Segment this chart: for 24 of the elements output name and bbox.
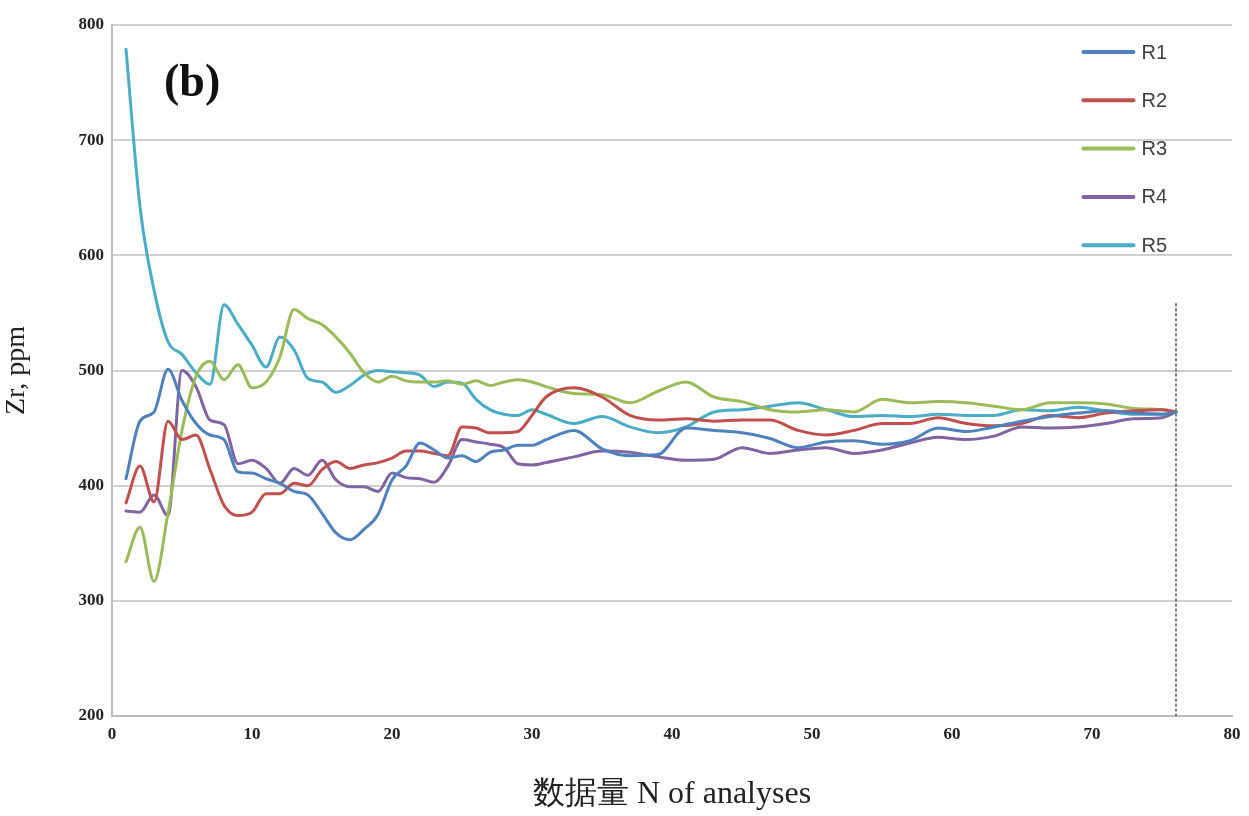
x-axis-title: 数据量 N of analyses [532,774,812,811]
x-tick-label: 10 [243,723,261,743]
x-tick-label: 50 [803,723,821,743]
x-tick-label: 80 [1223,723,1241,743]
y-tick-label: 400 [78,475,104,495]
x-tick-label: 30 [523,723,541,743]
x-tick-label: 70 [1083,723,1101,743]
x-tick-label: 20 [383,723,401,743]
y-tick-label: 200 [78,705,104,725]
y-tick-label: 700 [78,129,104,149]
y-axis-title: Zr, ppm [0,325,31,416]
legend-label: R4 [1141,185,1168,208]
x-tick-label: 40 [663,723,681,743]
legend-label: R3 [1141,137,1168,160]
y-tick-label: 500 [78,359,104,379]
legend-label: R2 [1141,88,1168,111]
legend-label: R1 [1141,40,1168,63]
y-tick-label: 800 [78,14,104,34]
y-tick-label: 300 [78,590,104,610]
y-tick-label: 600 [78,244,104,264]
legend-label: R5 [1141,233,1168,256]
x-tick-label: 60 [943,723,961,743]
x-tick-label: 0 [107,723,117,743]
annotation: (b) [164,55,221,106]
